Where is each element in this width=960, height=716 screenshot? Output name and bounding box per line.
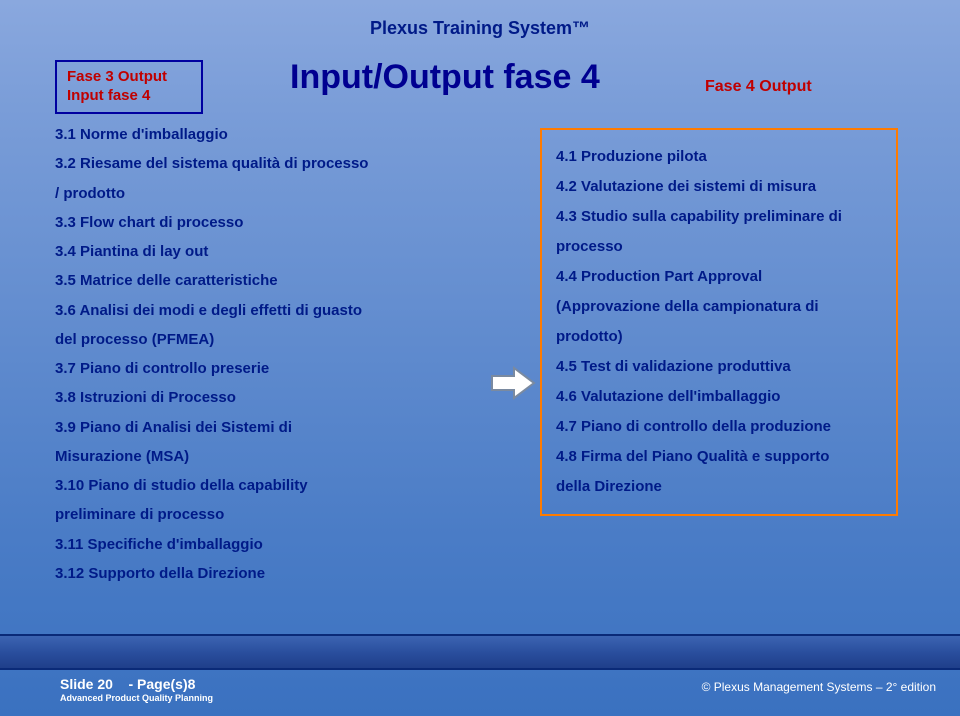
list-item: Misurazione (MSA): [55, 442, 475, 471]
list-item: 3.11 Specifiche d'imballaggio: [55, 530, 475, 559]
list-item: / prodotto: [55, 179, 475, 208]
phase4-output-label: Fase 4 Output: [705, 78, 812, 96]
list-item: 3.6 Analisi dei modi e degli effetti di …: [55, 296, 475, 325]
list-item: preliminare di processo: [55, 500, 475, 529]
footer-left: Slide 20 - Page(s)8 Advanced Product Qua…: [60, 676, 213, 703]
list-item: 3.3 Flow chart di processo: [55, 208, 475, 237]
pages-label: - Page(s)8: [128, 676, 195, 692]
footer-subtitle: Advanced Product Quality Planning: [60, 693, 213, 703]
list-item: 4.4 Production Part Approval: [556, 262, 882, 292]
list-item: 3.9 Piano di Analisi dei Sistemi di: [55, 413, 475, 442]
header-title: Plexus Training System™: [0, 18, 960, 39]
list-item: 3.5 Matrice delle caratteristiche: [55, 266, 475, 295]
list-item: processo: [556, 232, 882, 262]
left-list: 3.1 Norme d'imballaggio 3.2 Riesame del …: [55, 120, 475, 588]
slide-number: Slide 20: [60, 676, 113, 692]
right-output-box: 4.1 Produzione pilota 4.2 Valutazione de…: [540, 128, 898, 516]
footer-right: © Plexus Management Systems – 2° edition: [702, 676, 936, 694]
slide-title: Input/Output fase 4: [290, 58, 600, 97]
phase3-line1: Fase 3 Output: [67, 68, 191, 87]
phase3-output-box: Fase 3 Output Input fase 4: [55, 60, 203, 114]
list-item: 3.7 Piano di controllo preserie: [55, 354, 475, 383]
list-item: 4.7 Piano di controllo della produzione: [556, 412, 882, 442]
list-item: del processo (PFMEA): [55, 325, 475, 354]
decorative-band: [0, 634, 960, 670]
list-item: 4.1 Produzione pilota: [556, 142, 882, 172]
list-item: 3.10 Piano di studio della capability: [55, 471, 475, 500]
footer: Slide 20 - Page(s)8 Advanced Product Qua…: [0, 670, 960, 716]
list-item: 3.12 Supporto della Direzione: [55, 559, 475, 588]
list-item: 3.1 Norme d'imballaggio: [55, 120, 475, 149]
list-item: 4.6 Valutazione dell'imballaggio: [556, 382, 882, 412]
phase3-line2: Input fase 4: [67, 87, 191, 106]
list-item: 3.8 Istruzioni di Processo: [55, 383, 475, 412]
list-item: della Direzione: [556, 472, 882, 502]
arrow-icon: [490, 366, 536, 400]
list-item: 4.8 Firma del Piano Qualità e supporto: [556, 442, 882, 472]
list-item: 4.3 Studio sulla capability preliminare …: [556, 202, 882, 232]
list-item: prodotto): [556, 322, 882, 352]
list-item: (Approvazione della campionatura di: [556, 292, 882, 322]
list-item: 4.5 Test di validazione produttiva: [556, 352, 882, 382]
list-item: 3.4 Piantina di lay out: [55, 237, 475, 266]
list-item: 4.2 Valutazione dei sistemi di misura: [556, 172, 882, 202]
list-item: 3.2 Riesame del sistema qualità di proce…: [55, 149, 475, 178]
